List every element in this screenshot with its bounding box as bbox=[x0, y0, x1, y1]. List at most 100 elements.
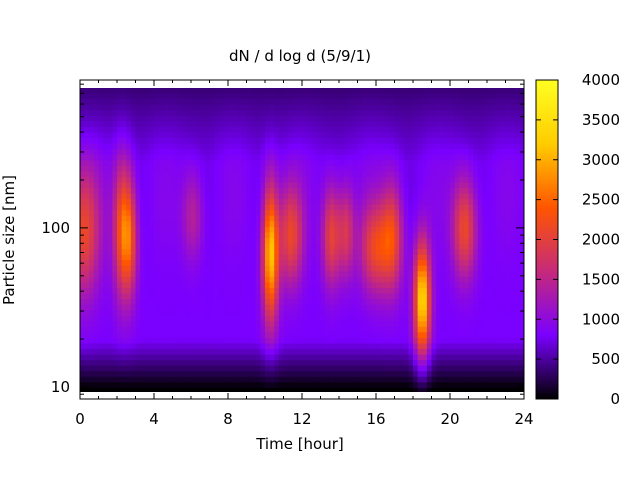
heatmap-cell bbox=[311, 193, 317, 200]
heatmap-cell bbox=[84, 221, 90, 228]
heatmap-cell bbox=[399, 337, 405, 345]
heatmap-cell bbox=[339, 276, 345, 283]
heatmap-cell bbox=[163, 299, 169, 306]
heatmap-cell bbox=[445, 282, 451, 289]
heatmap-cell bbox=[126, 143, 132, 150]
heatmap-cell bbox=[255, 282, 261, 289]
heatmap-cell bbox=[232, 171, 238, 178]
heatmap-cell bbox=[357, 376, 363, 383]
heatmap-cell bbox=[158, 226, 164, 233]
heatmap-cell bbox=[117, 315, 123, 322]
heatmap-cell bbox=[380, 271, 386, 278]
heatmap-cell bbox=[269, 354, 275, 361]
heatmap-cell bbox=[302, 299, 308, 306]
heatmap-cell bbox=[218, 304, 224, 311]
heatmap-cell bbox=[172, 265, 178, 272]
heatmap-cell bbox=[320, 376, 326, 383]
heatmap-cell bbox=[255, 88, 261, 95]
heatmap-cell bbox=[288, 221, 294, 228]
heatmap-cell bbox=[191, 187, 197, 195]
heatmap-cell bbox=[204, 187, 211, 195]
heatmap-cell bbox=[117, 276, 123, 283]
heatmap-cell bbox=[413, 149, 419, 156]
heatmap-cell bbox=[98, 132, 104, 139]
heatmap-cell bbox=[135, 387, 141, 395]
heatmap-cell bbox=[339, 299, 345, 306]
heatmap-cell bbox=[380, 326, 386, 333]
heatmap-cell bbox=[237, 171, 243, 178]
heatmap-cell bbox=[482, 321, 488, 328]
heatmap-cell bbox=[297, 110, 303, 117]
heatmap-cell bbox=[130, 210, 137, 217]
heatmap-cell bbox=[93, 371, 100, 378]
heatmap-cell bbox=[126, 299, 132, 306]
heatmap-cell bbox=[158, 149, 164, 156]
heatmap-cell bbox=[130, 304, 137, 311]
heatmap-cell bbox=[436, 215, 442, 222]
heatmap-cell bbox=[334, 249, 340, 256]
heatmap-cell bbox=[283, 310, 289, 317]
heatmap-cell bbox=[237, 249, 243, 256]
heatmap-cell bbox=[482, 365, 488, 372]
heatmap-cell bbox=[144, 254, 150, 261]
heatmap-cell bbox=[459, 115, 465, 122]
heatmap-cell bbox=[209, 221, 215, 228]
heatmap-cell bbox=[283, 299, 289, 306]
heatmap-cell bbox=[399, 382, 405, 389]
heatmap-cell bbox=[98, 265, 104, 272]
heatmap-cell bbox=[283, 315, 289, 322]
heatmap-cell bbox=[209, 132, 215, 139]
heatmap-cell bbox=[107, 304, 113, 311]
heatmap-cell bbox=[297, 160, 303, 167]
heatmap-cell bbox=[283, 387, 289, 395]
heatmap-cell bbox=[366, 382, 372, 389]
heatmap-cell bbox=[209, 115, 215, 122]
heatmap-cell bbox=[431, 149, 437, 156]
heatmap-cell bbox=[246, 265, 252, 272]
heatmap-cell bbox=[315, 343, 322, 350]
heatmap-cell bbox=[394, 121, 400, 128]
heatmap-cell bbox=[186, 321, 192, 328]
heatmap-cell bbox=[413, 226, 419, 233]
heatmap-cell bbox=[149, 265, 155, 272]
heatmap-cell bbox=[232, 110, 238, 117]
heatmap-cell bbox=[163, 187, 169, 195]
heatmap-cell bbox=[84, 143, 90, 150]
heatmap-cell bbox=[209, 360, 215, 367]
heatmap-cell bbox=[445, 149, 451, 156]
heatmap-cell bbox=[426, 110, 433, 117]
heatmap-cell bbox=[389, 287, 396, 295]
heatmap-cell bbox=[454, 110, 460, 117]
heatmap-cell bbox=[209, 204, 215, 211]
heatmap-cell bbox=[376, 293, 382, 300]
heatmap-cell bbox=[325, 165, 331, 172]
heatmap-cell bbox=[482, 371, 488, 378]
heatmap-cell bbox=[473, 104, 479, 111]
heatmap-cell bbox=[278, 226, 285, 233]
heatmap-cell bbox=[89, 332, 95, 339]
heatmap-cell bbox=[366, 354, 372, 361]
heatmap-cell bbox=[269, 315, 275, 322]
heatmap-cell bbox=[181, 88, 187, 95]
heatmap-cell bbox=[487, 88, 493, 95]
heatmap-cell bbox=[325, 204, 331, 211]
heatmap-cell bbox=[93, 99, 100, 106]
heatmap-cell bbox=[154, 215, 160, 222]
heatmap-cell bbox=[320, 104, 326, 111]
heatmap-cell bbox=[376, 237, 382, 245]
heatmap-cell bbox=[403, 93, 409, 100]
heatmap-cell bbox=[204, 99, 211, 106]
heatmap-cell bbox=[403, 365, 409, 372]
heatmap-cell bbox=[112, 343, 118, 350]
heatmap-cell bbox=[218, 226, 224, 233]
heatmap-cell bbox=[232, 221, 238, 228]
heatmap-cell bbox=[140, 265, 146, 272]
heatmap-cell bbox=[103, 104, 109, 111]
heatmap-cell bbox=[255, 126, 261, 134]
heatmap-cell bbox=[278, 193, 285, 200]
heatmap-cell bbox=[251, 232, 257, 239]
heatmap-cell bbox=[251, 293, 257, 300]
heatmap-cell bbox=[366, 171, 372, 178]
heatmap-cell bbox=[399, 276, 405, 283]
heatmap-cell bbox=[380, 93, 386, 100]
